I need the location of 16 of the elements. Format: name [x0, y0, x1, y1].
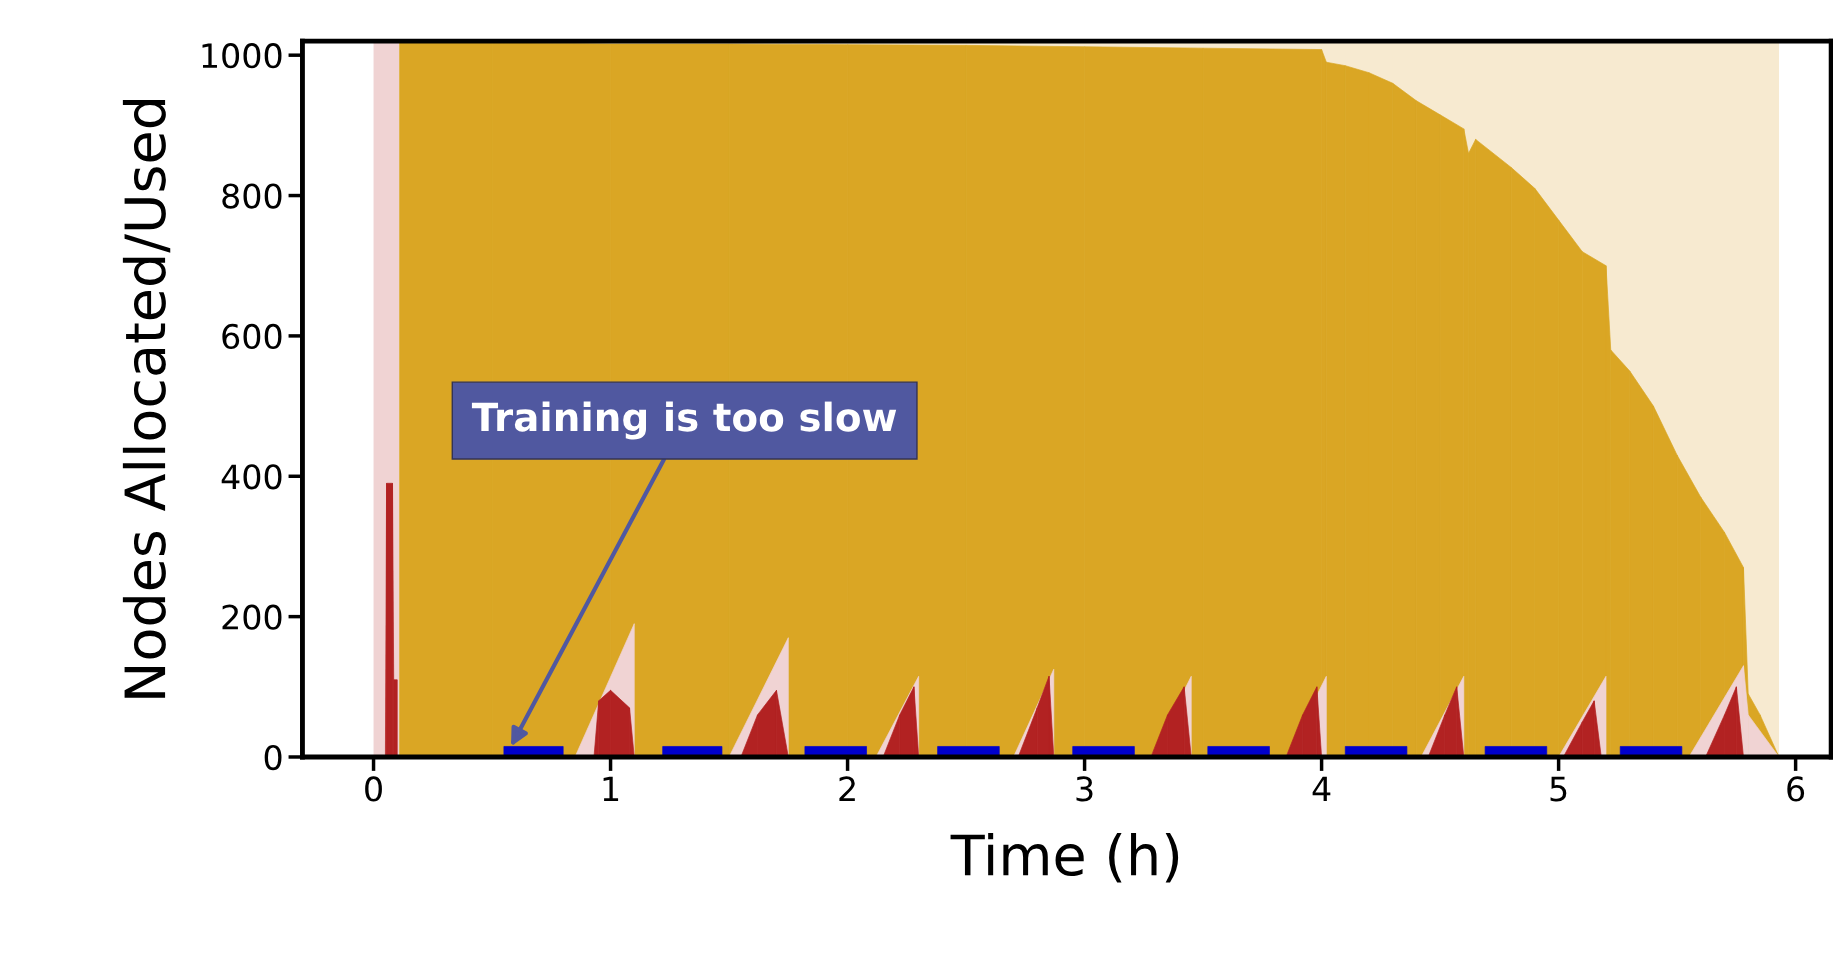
x-tick-label: 3	[1076, 776, 1093, 802]
x-tick-label: 1	[603, 776, 619, 802]
x-axis-title: Time (h)	[950, 833, 1179, 883]
y-tick-label: 600	[222, 323, 282, 350]
x-tick-label: 0	[365, 776, 382, 802]
y-tick-label: 0	[264, 744, 282, 771]
y-axis-title: Nodes Allocated/Used	[122, 100, 171, 698]
y-tick-label: 400	[221, 464, 282, 490]
y-tick-label: 800	[222, 183, 282, 209]
annotation: Training is too slow	[471, 401, 897, 440]
x-tick-label: 6	[1787, 776, 1805, 802]
x-tick-label: 4	[1312, 776, 1331, 802]
x-tick-label: 2	[839, 776, 855, 802]
x-tick-label: 5	[1550, 776, 1567, 802]
y-tick-label: 200	[222, 604, 282, 630]
y-tick-label: 1000	[202, 43, 282, 69]
